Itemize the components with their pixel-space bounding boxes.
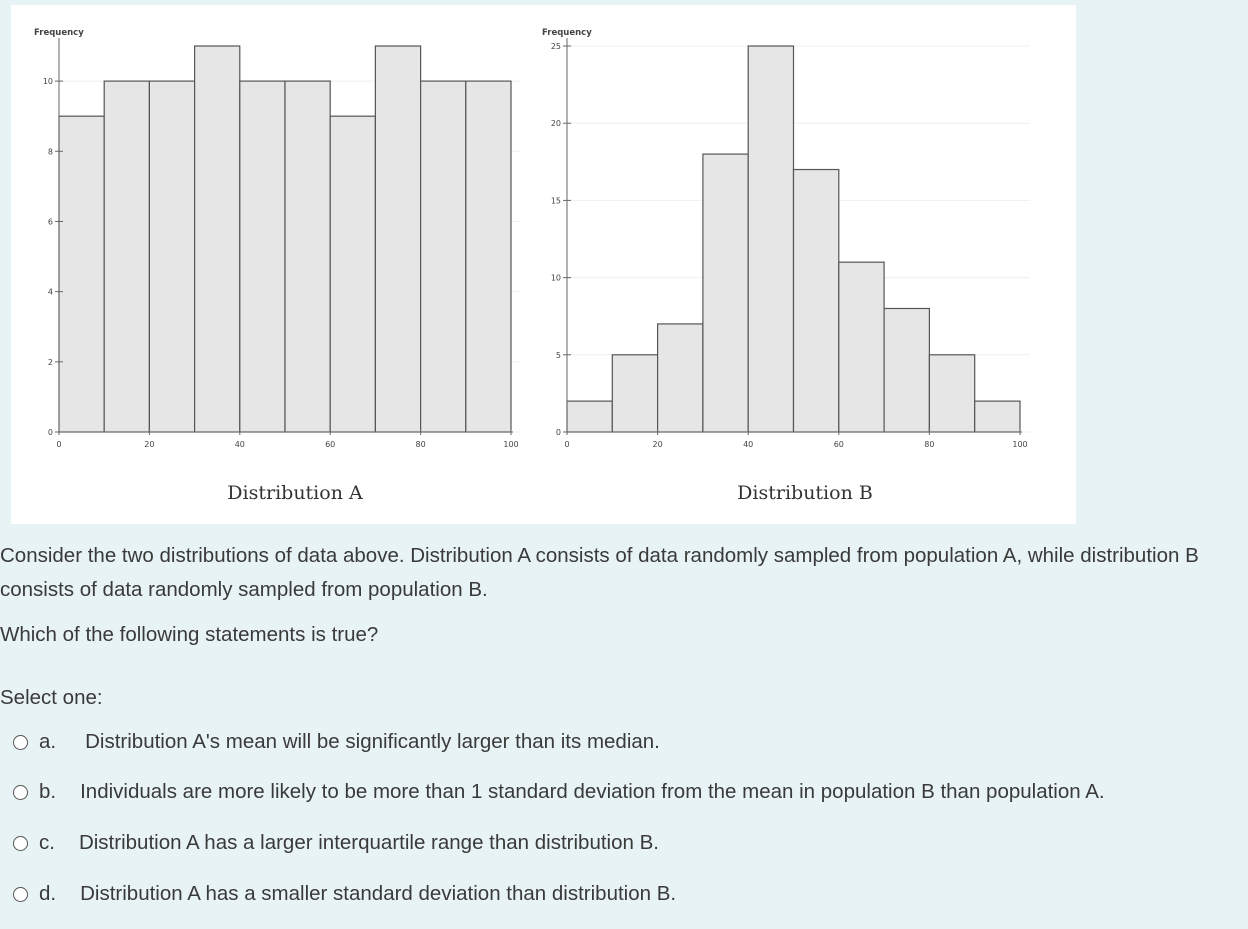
y-axis-label: Frequency — [34, 28, 84, 38]
histogram-bar — [239, 80, 286, 433]
x-tick-label: 20 — [144, 440, 154, 449]
option-letter: c. — [39, 831, 55, 854]
option-letter: a. — [39, 730, 57, 753]
histogram-bar — [656, 323, 704, 433]
option-letter: d. — [39, 882, 57, 905]
histogram-bar — [702, 153, 749, 433]
histogram-bar — [194, 45, 241, 433]
y-tick-label: 0 — [48, 428, 53, 437]
y-tick-label: 15 — [551, 196, 561, 205]
y-axis-label: Frequency — [542, 28, 592, 38]
y-tick-label: 10 — [551, 274, 561, 283]
option-text: Distribution A's mean will be significan… — [85, 730, 660, 753]
x-tick-label: 0 — [56, 440, 61, 449]
x-tick-label: 100 — [1012, 440, 1027, 449]
x-tick-label: 60 — [834, 440, 844, 449]
option-b[interactable]: b. Individuals are more likely to be mor… — [13, 777, 1105, 807]
y-tick-label: 10 — [43, 77, 53, 86]
x-tick-label: 80 — [924, 440, 934, 449]
histogram-bar — [465, 80, 512, 433]
y-tick-label: 2 — [48, 358, 53, 367]
histogram-bar — [838, 261, 885, 433]
histogram-bar — [883, 307, 930, 433]
question-intro: Consider the two distributions of data a… — [0, 544, 1199, 601]
question-text: Consider the two distributions of data a… — [0, 539, 1240, 652]
radio-button[interactable] — [13, 734, 28, 750]
x-tick-label: 40 — [743, 440, 753, 449]
option-text: Individuals are more likely to be more t… — [80, 780, 1105, 803]
y-tick-label: 4 — [48, 288, 53, 297]
option-c[interactable]: c. Distribution A has a larger interquar… — [13, 828, 659, 858]
histogram-bar — [374, 45, 422, 433]
histogram-bar — [747, 45, 795, 433]
histogram-bar — [611, 354, 659, 433]
y-tick-label: 8 — [48, 147, 53, 156]
x-tick-label: 20 — [653, 440, 663, 449]
option-letter: b. — [39, 780, 57, 803]
histogram-b: 0 5 10 15 20 25 0 20 40 60 80 100 Frequency Distribut… — [542, 28, 1030, 504]
y-tick-label: 0 — [556, 428, 561, 437]
option-text: Distribution A has a larger interquartil… — [78, 831, 659, 854]
histogram-bar — [974, 400, 1021, 433]
x-tick-label: 80 — [416, 440, 426, 449]
y-tick-label: 25 — [551, 42, 561, 51]
x-tick-label: 0 — [564, 440, 569, 449]
histogram-bar — [329, 115, 377, 433]
option-text: Distribution A has a smaller standard de… — [80, 882, 677, 905]
option-a[interactable]: a. Distribution A's mean will be signifi… — [13, 727, 660, 757]
question-prompt: Which of the following statements is tru… — [0, 623, 379, 646]
radio-button[interactable] — [13, 784, 28, 800]
radio-button[interactable] — [13, 835, 28, 851]
histogram-bar — [58, 115, 105, 433]
histogram-bar — [420, 80, 467, 433]
chart-title: Distribution A — [227, 482, 363, 504]
chart-title: Distribution B — [737, 482, 873, 504]
x-tick-label: 100 — [503, 440, 518, 449]
y-tick-label: 6 — [48, 217, 53, 226]
histogram-bar — [103, 80, 150, 433]
y-tick-label: 5 — [556, 351, 561, 360]
option-d[interactable]: d. Distribution A has a smaller standard… — [13, 879, 676, 909]
figure-panel: 0 2 4 6 8 10 0 20 40 60 80 100 Frequency Distribution… — [11, 5, 1076, 524]
histogram-bar — [148, 80, 196, 433]
radio-button[interactable] — [13, 886, 28, 902]
histogram-bar — [566, 400, 613, 433]
x-tick-label: 60 — [325, 440, 335, 449]
histogram-bar — [284, 80, 331, 433]
y-tick-label: 20 — [551, 119, 561, 128]
select-one-label: Select one: — [0, 686, 103, 709]
histogram-bar — [928, 354, 976, 433]
x-tick-label: 40 — [235, 440, 245, 449]
histogram-bar — [792, 168, 840, 433]
